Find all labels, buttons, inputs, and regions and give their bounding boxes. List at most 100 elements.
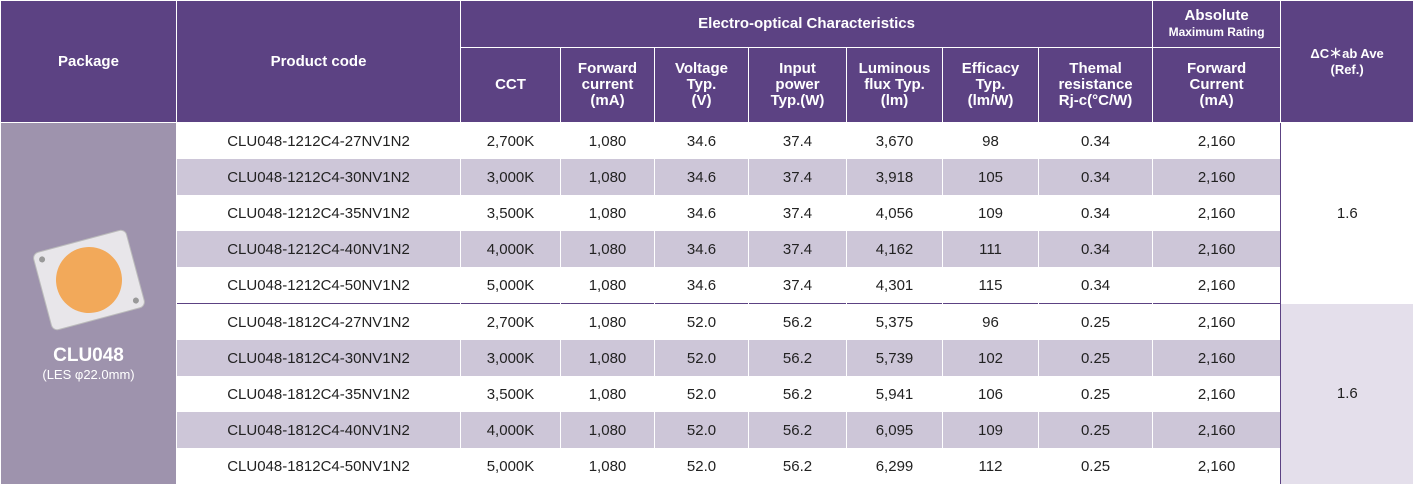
table-cell: CLU048-1812C4-40NV1N2 bbox=[176, 412, 461, 448]
package-name: CLU048 bbox=[53, 345, 124, 366]
table-row: CLU048-1812C4-50NV1N2 5,000K 1,080 52.0 56.2… bbox=[1, 448, 1413, 484]
table-cell: 102 bbox=[942, 340, 1039, 376]
table-cell: 5,739 bbox=[846, 340, 943, 376]
table-cell: 56.2 bbox=[748, 303, 847, 340]
table-cell: 105 bbox=[942, 159, 1039, 195]
table-cell: 37.4 bbox=[748, 267, 847, 304]
table-cell: 1,080 bbox=[560, 231, 655, 267]
table-row: CLU048-1812C4-27NV1N2 2,700K 1,080 52.0 56.2… bbox=[1, 303, 1413, 484]
table-cell: 2,160 bbox=[1152, 412, 1281, 448]
table-cell: 1,080 bbox=[560, 303, 655, 340]
table-cell: 111 bbox=[942, 231, 1039, 267]
header-cell: Forward Current (mA) bbox=[1152, 47, 1282, 123]
table-cell: 1,080 bbox=[560, 267, 655, 304]
table-row: CLU048 (LES φ22.0mm) CLU048-1212C4-27NV1N2… bbox=[0, 122, 1413, 484]
table-cell: 5,375 bbox=[846, 303, 943, 340]
table-header: Package Product code Electro-optical Cha… bbox=[0, 0, 1413, 123]
table-cell: 112 bbox=[942, 448, 1039, 484]
table-cell: CLU048-1212C4-50NV1N2 bbox=[176, 267, 461, 304]
header-row: CCT Forward current (mA) Voltage Typ. (V) I… bbox=[1, 47, 1413, 123]
table-cell: 0.25 bbox=[1037, 376, 1153, 412]
table-cell: 37.4 bbox=[748, 231, 847, 267]
header-cell: Luminous flux Typ. (lm) bbox=[846, 47, 943, 123]
table-cell: 2,160 bbox=[1152, 267, 1281, 304]
table-cell: 3,670 bbox=[846, 122, 943, 159]
table-row: CLU048-1812C4-40NV1N2 4,000K 1,080 52.0 56.2… bbox=[1, 412, 1413, 448]
table-cell: 115 bbox=[942, 267, 1039, 304]
table-cell: 6,095 bbox=[846, 412, 943, 448]
table-cell: 0.25 bbox=[1037, 303, 1153, 340]
table-cell: 4,000K bbox=[460, 412, 561, 448]
table-row: CLU048-1812C4-35NV1N2 3,500K 1,080 52.0 56.2… bbox=[1, 376, 1413, 412]
delta-cell: 1.6 bbox=[1280, 122, 1413, 304]
header-cell: Input power Typ.(W) bbox=[748, 47, 847, 123]
table-cell: 0.25 bbox=[1037, 340, 1153, 376]
table-cell: 52.0 bbox=[654, 412, 749, 448]
table-cell: 2,160 bbox=[1152, 340, 1281, 376]
header-cell: Themal resistance Rj-c(°C/W) bbox=[1037, 47, 1154, 123]
table-cell: 34.6 bbox=[654, 195, 749, 231]
table-cell: CLU048-1212C4-40NV1N2 bbox=[176, 231, 461, 267]
header-cell: Product code bbox=[176, 0, 461, 123]
table-body: CLU048 (LES φ22.0mm) CLU048-1212C4-27NV1N2… bbox=[0, 122, 1413, 484]
table-cell: 37.4 bbox=[748, 195, 847, 231]
table-cell: 4,000K bbox=[460, 231, 561, 267]
table-cell: 0.34 bbox=[1037, 159, 1153, 195]
table-cell: CLU048-1212C4-30NV1N2 bbox=[176, 159, 461, 195]
table-cell: 2,160 bbox=[1152, 376, 1281, 412]
table-cell: 34.6 bbox=[654, 231, 749, 267]
table-cell: 3,500K bbox=[460, 195, 561, 231]
table-cell: 56.2 bbox=[748, 448, 847, 484]
table-cell: 37.4 bbox=[748, 159, 847, 195]
header-cell: Package bbox=[0, 0, 177, 123]
table-cell: 109 bbox=[942, 412, 1039, 448]
table-row: CLU048-1212C4-30NV1N2 3,000K 1,080 34.6 37.4… bbox=[1, 159, 1413, 195]
table-cell: 1,080 bbox=[560, 122, 655, 159]
table-row: CLU048-1212C4-50NV1N2 5,000K 1,080 34.6 37.4… bbox=[1, 267, 1413, 304]
table-cell: 2,700K bbox=[460, 303, 561, 340]
table-cell: CLU048-1812C4-50NV1N2 bbox=[176, 448, 461, 484]
table-cell: 52.0 bbox=[654, 303, 749, 340]
header-cell: Forward current (mA) bbox=[560, 47, 655, 123]
table-cell: 1,080 bbox=[560, 448, 655, 484]
table-cell: 34.6 bbox=[654, 159, 749, 195]
table-cell: 2,160 bbox=[1152, 303, 1281, 340]
table-cell: 0.34 bbox=[1037, 122, 1153, 159]
table-cell: 1,080 bbox=[560, 376, 655, 412]
table-cell: 4,056 bbox=[846, 195, 943, 231]
table-cell: 1,080 bbox=[560, 159, 655, 195]
table-cell: 4,301 bbox=[846, 267, 943, 304]
delta-cell: 1.6 bbox=[1280, 303, 1413, 484]
header-text: Maximum Rating bbox=[1168, 25, 1265, 39]
table-cell: 56.2 bbox=[748, 376, 847, 412]
table-cell: 0.34 bbox=[1037, 231, 1153, 267]
table-cell: 0.34 bbox=[1037, 195, 1153, 231]
package-image bbox=[32, 229, 145, 331]
table-cell: 34.6 bbox=[654, 122, 749, 159]
header-cell: Efficacy Typ. (lm/W) bbox=[942, 47, 1039, 123]
table-cell: 3,918 bbox=[846, 159, 943, 195]
header-cell: CCT bbox=[460, 47, 561, 123]
table-row: CLU048-1212C4-35NV1N2 3,500K 1,080 34.6 37.4… bbox=[1, 195, 1413, 231]
header-cell: Absolute Maximum Rating bbox=[1152, 0, 1282, 48]
table-cell: 56.2 bbox=[748, 340, 847, 376]
table-cell: 5,941 bbox=[846, 376, 943, 412]
table-cell: 1,080 bbox=[560, 195, 655, 231]
table-cell: 98 bbox=[942, 122, 1039, 159]
header-row: Package Product code Electro-optical Cha… bbox=[0, 0, 1413, 123]
header-cell: Electro-optical Characteristics bbox=[459, 0, 1154, 48]
table-cell: CLU048-1812C4-27NV1N2 bbox=[176, 303, 461, 340]
table-cell: 5,000K bbox=[460, 448, 561, 484]
table-cell: 2,160 bbox=[1152, 122, 1281, 159]
header-text: Absolute bbox=[1184, 7, 1249, 24]
table-cell: 0.34 bbox=[1037, 267, 1153, 304]
table-cell: 2,160 bbox=[1152, 159, 1281, 195]
table-cell: 4,162 bbox=[846, 231, 943, 267]
table-cell: 109 bbox=[942, 195, 1039, 231]
table-cell: 3,000K bbox=[460, 340, 561, 376]
table-cell: 52.0 bbox=[654, 376, 749, 412]
table-cell: 96 bbox=[942, 303, 1039, 340]
table-cell: 106 bbox=[942, 376, 1039, 412]
